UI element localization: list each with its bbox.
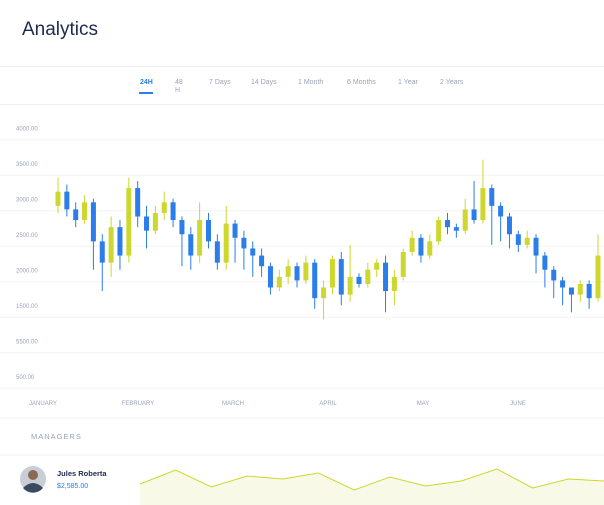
- candle-body: [64, 191, 70, 210]
- candle-body: [303, 262, 309, 281]
- candle-body: [188, 234, 194, 256]
- candle-body: [90, 202, 96, 242]
- candle-body: [241, 237, 247, 249]
- manager-name: Jules Roberta: [57, 469, 107, 478]
- candle-body: [152, 212, 158, 231]
- candle-body: [462, 209, 468, 231]
- candle-body: [170, 202, 176, 221]
- candle-body: [374, 262, 380, 270]
- y-tick-label: 2500.00: [16, 233, 38, 239]
- candle-body: [205, 220, 211, 242]
- candle-body: [445, 220, 451, 228]
- x-tick-label: APRIL: [319, 401, 337, 407]
- candle-body: [365, 269, 371, 284]
- tab[interactable]: 1 Month: [298, 79, 324, 86]
- candle-body: [197, 220, 203, 256]
- tab[interactable]: 1 Year: [398, 79, 418, 86]
- candle-body: [135, 188, 141, 217]
- y-tick-label: 500.00: [16, 375, 35, 381]
- avatar-body: [23, 483, 43, 493]
- candle-body: [312, 262, 318, 299]
- candle-body: [55, 191, 61, 206]
- section-title: MANAGERS: [31, 432, 82, 441]
- candle-body: [498, 205, 504, 217]
- y-tick-label: 4000.00: [16, 126, 38, 132]
- candle-body: [542, 255, 548, 270]
- candle-body: [480, 188, 486, 221]
- candle-body: [533, 237, 539, 256]
- candle-body: [400, 252, 406, 277]
- candle-body: [250, 248, 256, 256]
- divider: [0, 104, 604, 105]
- candle-body: [144, 216, 150, 231]
- y-tick-label: 3500.00: [16, 162, 38, 168]
- sparkline-area: [140, 469, 604, 505]
- y-tick-label: 1500.00: [16, 304, 38, 310]
- candle-body: [391, 276, 397, 292]
- candle-body: [108, 227, 114, 263]
- candle-body: [453, 227, 459, 231]
- candle-body: [117, 227, 123, 256]
- y-tick-label: 5500.00: [16, 339, 38, 345]
- candle-body: [338, 259, 344, 295]
- candle-body: [99, 241, 105, 263]
- tab[interactable]: 24H: [139, 79, 153, 94]
- candle-body: [276, 276, 282, 288]
- candle-body: [223, 223, 229, 263]
- candle-body: [383, 262, 389, 292]
- x-tick-label: MAY: [417, 401, 430, 407]
- candle-body: [259, 255, 265, 267]
- candle-body: [568, 287, 574, 295]
- candle-body: [436, 220, 442, 242]
- candle-body: [427, 241, 433, 256]
- candle-body: [595, 255, 601, 299]
- candle-body: [586, 283, 592, 299]
- candle-body: [73, 209, 79, 221]
- x-tick-label: FEBRUARY: [122, 401, 155, 407]
- candle-body: [82, 202, 88, 221]
- tab[interactable]: 6 Months: [347, 79, 376, 86]
- page-title: Analytics: [22, 19, 99, 40]
- candle-body: [515, 234, 521, 245]
- tab[interactable]: 7 Days: [209, 79, 231, 86]
- candle-body: [321, 287, 327, 299]
- candle-body: [161, 202, 167, 213]
- sparkline: [139, 468, 604, 491]
- y-tick-label: 2000.00: [16, 268, 38, 274]
- x-tick-label: JANUARY: [29, 401, 57, 407]
- x-tick-label: MARCH: [222, 401, 244, 407]
- candle-body: [179, 220, 185, 235]
- tab[interactable]: 2 Years: [440, 79, 464, 86]
- candle-body: [560, 280, 566, 288]
- candle-body: [524, 237, 530, 245]
- candle-body: [489, 188, 495, 206]
- candle-body: [285, 266, 291, 277]
- candle-body: [267, 266, 273, 288]
- candle-body: [471, 209, 477, 221]
- candle-body: [418, 237, 424, 256]
- tab-bar: 24H 48 H 7 Days 14 Days 1 Month 6 Months 1 Yea…: [0, 77, 604, 99]
- candle-body: [409, 237, 415, 252]
- y-tick-label: 3000.00: [16, 197, 38, 203]
- candle-body: [214, 241, 220, 263]
- candle-body: [232, 223, 238, 238]
- candle-body: [506, 216, 512, 235]
- avatar-face: [28, 470, 38, 480]
- candle-body: [356, 276, 362, 284]
- candle-body: [577, 283, 583, 295]
- candle-body: [347, 276, 353, 295]
- tab[interactable]: 14 Days: [251, 79, 277, 86]
- tab[interactable]: 48 H: [175, 79, 183, 94]
- divider: [0, 66, 604, 67]
- x-tick-label: JUNE: [510, 401, 526, 407]
- candle-body: [329, 259, 335, 288]
- candle-body: [126, 188, 132, 256]
- manager-amount: $2,585.00: [57, 483, 88, 490]
- candle-body: [294, 266, 300, 281]
- candle-body: [551, 269, 557, 281]
